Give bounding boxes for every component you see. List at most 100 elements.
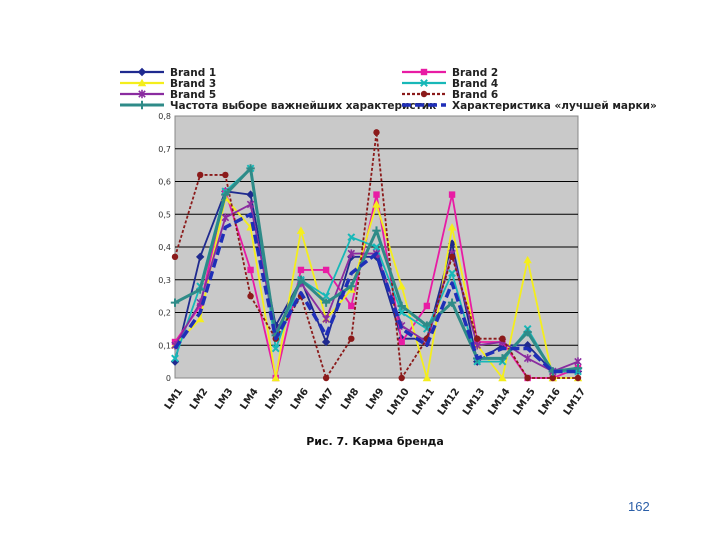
figure-caption: Рис. 7. Карма бренда	[306, 435, 444, 448]
x-tick-label: LM10	[386, 386, 412, 417]
data-point	[322, 314, 330, 324]
legend-item: Brand 1	[120, 67, 216, 79]
series-8	[173, 212, 578, 374]
y-tick-label: 0,3	[158, 276, 171, 285]
data-point	[246, 164, 255, 173]
data-point	[246, 190, 255, 199]
legend-item: Характеристика «лучшей марки»	[402, 100, 657, 112]
data-point	[423, 302, 431, 310]
data-point	[549, 374, 557, 382]
data-point	[347, 233, 356, 242]
data-point	[137, 100, 147, 110]
data-point	[574, 374, 582, 382]
data-point	[420, 90, 428, 98]
data-point	[137, 78, 147, 87]
x-tick-label: LM9	[364, 386, 386, 411]
data-point	[523, 327, 532, 337]
y-tick-label: 0,4	[158, 243, 171, 252]
data-point	[372, 200, 381, 208]
series-6	[171, 129, 582, 382]
data-point	[447, 223, 457, 231]
x-tick-label: LM11	[411, 386, 437, 417]
data-point	[523, 255, 532, 264]
data-point	[170, 298, 180, 307]
data-point	[322, 292, 331, 301]
data-point	[372, 226, 381, 235]
data-point	[322, 266, 330, 274]
data-point	[420, 68, 428, 76]
data-point	[448, 269, 456, 278]
legend-item: Brand 6	[402, 89, 498, 101]
data-point	[498, 354, 507, 363]
data-point	[221, 213, 230, 222]
legend-item: Частота выборе важнейших характеристик	[120, 100, 436, 112]
x-tick-label: LM1	[163, 386, 185, 411]
x-tick-label: LM7	[314, 386, 336, 411]
data-point	[195, 314, 205, 323]
x-tick-label: LM17	[562, 386, 588, 417]
data-point	[474, 335, 481, 342]
x-tick-label: LM8	[339, 386, 361, 411]
data-point	[170, 357, 180, 366]
legend-label: Brand 3	[170, 78, 216, 90]
x-tick-label: LM13	[461, 386, 487, 417]
data-point	[347, 282, 356, 291]
legend-label: Brand 6	[452, 89, 498, 101]
data-point	[222, 171, 229, 179]
data-point	[397, 308, 406, 317]
data-point	[523, 354, 532, 363]
y-tick-label: 0,2	[158, 309, 171, 318]
legend-label: Brand 5	[170, 89, 216, 101]
data-point	[271, 373, 280, 382]
y-tick-label: 0,5	[158, 210, 171, 219]
caption-text: Карма бренда	[352, 435, 443, 448]
data-point	[420, 79, 428, 87]
page-number: 162	[628, 499, 650, 514]
x-tick-label: LM4	[238, 386, 260, 411]
data-point	[397, 282, 406, 290]
y-tick-label: 0,7	[158, 145, 171, 154]
data-point	[296, 226, 306, 234]
legend-item: Brand 3	[120, 78, 216, 90]
data-point	[348, 335, 355, 342]
data-point	[171, 253, 179, 261]
data-point	[247, 266, 254, 274]
data-point	[372, 243, 381, 251]
legend-label: Характеристика «лучшей марки»	[452, 100, 657, 112]
legend-item: Brand 5	[120, 89, 216, 101]
data-point	[195, 252, 205, 262]
caption-prefix: Рис. 7.	[306, 435, 348, 448]
data-point	[221, 190, 230, 199]
y-tick-label: 0,6	[158, 178, 171, 187]
legend-label: Brand 2	[452, 67, 498, 79]
data-point	[138, 89, 146, 99]
data-point	[322, 374, 330, 382]
legend-item: Brand 4	[402, 78, 498, 90]
data-point	[297, 266, 305, 274]
legend-label: Brand 1	[170, 67, 216, 79]
x-tick-label: LM6	[289, 386, 311, 411]
data-point	[348, 302, 355, 310]
data-point	[398, 338, 405, 346]
data-point	[246, 200, 255, 209]
data-point	[422, 373, 432, 382]
data-point	[373, 129, 380, 136]
data-point	[321, 337, 331, 347]
data-point	[573, 363, 583, 373]
plot-area: 0 0,1 0,2 0,3 0,4 0,5 0,6 0,7 0,8 LM1 LM2 LM3 LM4 LM5…	[158, 112, 588, 418]
x-tick-label: LM15	[511, 386, 537, 417]
data-point	[196, 171, 204, 179]
data-point	[398, 374, 405, 382]
legend-label: Brand 4	[452, 78, 498, 90]
data-point	[247, 292, 254, 300]
data-point	[447, 298, 457, 307]
x-tick-label: LM14	[486, 386, 512, 417]
x-tick-label: LM5	[264, 386, 286, 411]
y-tick-label: 0,8	[158, 112, 171, 121]
legend-item: Brand 2	[402, 67, 498, 79]
y-tick-label: 0	[166, 374, 171, 383]
data-point	[373, 191, 380, 198]
x-tick-label: LM12	[436, 386, 462, 417]
data-point	[499, 335, 506, 342]
